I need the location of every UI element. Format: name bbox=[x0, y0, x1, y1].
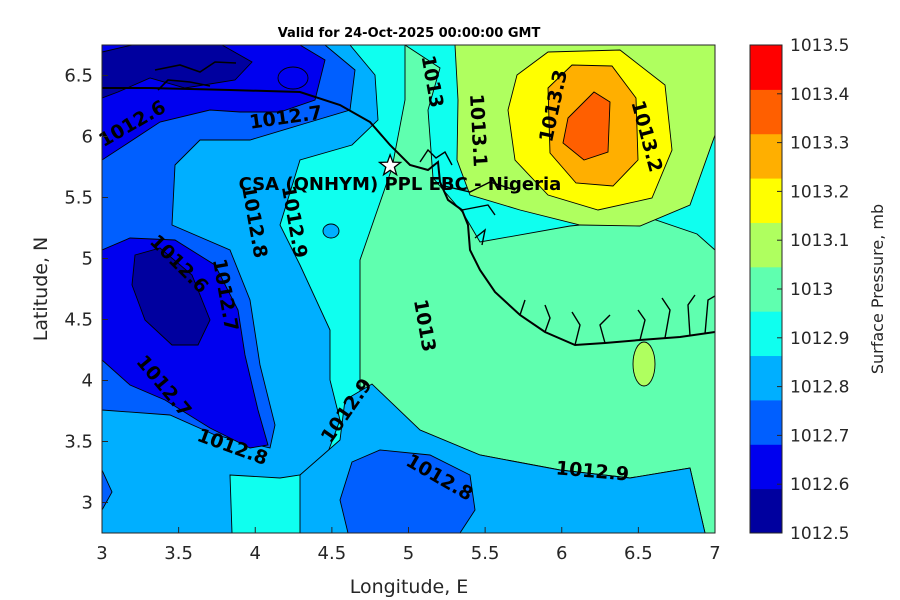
fill-1013.1-spot bbox=[632, 341, 656, 387]
colorbar-tick-label: 1012.7 bbox=[790, 426, 849, 446]
x-tick-label: 4 bbox=[250, 543, 261, 564]
colorbar-segment bbox=[750, 444, 782, 490]
fill-1012.7-south bbox=[339, 449, 476, 533]
coastline bbox=[102, 87, 715, 347]
colorbar-segment bbox=[750, 178, 782, 223]
colorbar-label: Surface Pressure, mb bbox=[868, 204, 887, 374]
y-tick-label: 5.5 bbox=[64, 188, 93, 209]
colorbar-segment bbox=[750, 133, 782, 179]
colorbar-tick-label: 1012.9 bbox=[790, 329, 849, 349]
colorbar: 1012.5 1012.6 1012.7 1012.8 1012.9 1013 1013.1… bbox=[749, 36, 849, 544]
x-tick-label: 3 bbox=[96, 543, 107, 564]
y-tick-label: 5 bbox=[82, 249, 93, 270]
colorbar-tick-label: 1012.5 bbox=[790, 524, 849, 544]
y-tick-label: 6 bbox=[82, 127, 93, 148]
colorbar-segment bbox=[750, 45, 782, 90]
colorbar-segment bbox=[750, 399, 782, 445]
colorbar-tick-label: 1013.2 bbox=[790, 182, 849, 202]
contour-label: 1013.1 bbox=[465, 93, 491, 167]
x-tick-label: 5 bbox=[403, 543, 414, 564]
colorbar-segment bbox=[750, 266, 782, 312]
y-tick-label: 3.5 bbox=[64, 432, 93, 453]
coast-lagoon bbox=[154, 61, 237, 91]
fill-1012.6-blob bbox=[277, 66, 309, 90]
fill-1012.5 bbox=[102, 45, 253, 99]
x-tick-label: 3.5 bbox=[164, 543, 193, 564]
colorbar-tick-label: 1012.6 bbox=[790, 475, 849, 495]
colorbar-tick-label: 1013.3 bbox=[790, 134, 849, 154]
x-axis: 3 3.5 4 4.5 5 5.5 6 6.5 7 bbox=[96, 527, 721, 564]
delta-inlets bbox=[419, 148, 715, 346]
colorbar-segment bbox=[750, 311, 782, 357]
colorbar-segment bbox=[750, 488, 782, 534]
y-axis-label: Latitude, N bbox=[30, 237, 52, 342]
x-tick-label: 7 bbox=[709, 543, 720, 564]
site-star-marker bbox=[377, 152, 403, 177]
site-annotation: CSA (QNHYM) PPL EBC - Nigeria bbox=[239, 174, 562, 195]
colorbar-tick-label: 1012.8 bbox=[790, 378, 849, 398]
colorbar-segment bbox=[750, 89, 782, 135]
x-tick-label: 4.5 bbox=[318, 543, 347, 564]
fill-1012.7-sliver bbox=[102, 469, 113, 511]
y-tick-label: 4 bbox=[82, 371, 93, 392]
x-axis-label: Longitude, E bbox=[350, 576, 469, 598]
fill-1012.8-blob bbox=[322, 223, 340, 239]
colorbar-tick-label: 1013.5 bbox=[790, 36, 849, 56]
fill-1013.4 bbox=[562, 91, 611, 161]
fill-1012.5-west bbox=[131, 247, 211, 346]
colorbar-tick-label: 1013.4 bbox=[790, 85, 849, 105]
chart-title: Valid for 24-Oct-2025 00:00:00 GMT bbox=[278, 26, 541, 41]
colorbar-segment bbox=[750, 355, 782, 401]
colorbar-segment bbox=[750, 222, 782, 268]
y-tick-label: 6.5 bbox=[64, 66, 93, 87]
fill-1013.0 bbox=[359, 45, 715, 533]
x-tick-label: 6.5 bbox=[624, 543, 653, 564]
y-tick-label: 4.5 bbox=[64, 310, 93, 331]
contour-fill-layer bbox=[102, 45, 715, 533]
colorbar-tick-label: 1013 bbox=[790, 280, 833, 300]
y-tick-label: 3 bbox=[82, 493, 93, 514]
x-tick-label: 6 bbox=[556, 543, 567, 564]
colorbar-tick-label: 1013.1 bbox=[790, 231, 849, 251]
x-tick-label: 5.5 bbox=[471, 543, 500, 564]
y-axis: 3 3.5 4 4.5 5 5.5 6 6.5 bbox=[64, 66, 108, 514]
